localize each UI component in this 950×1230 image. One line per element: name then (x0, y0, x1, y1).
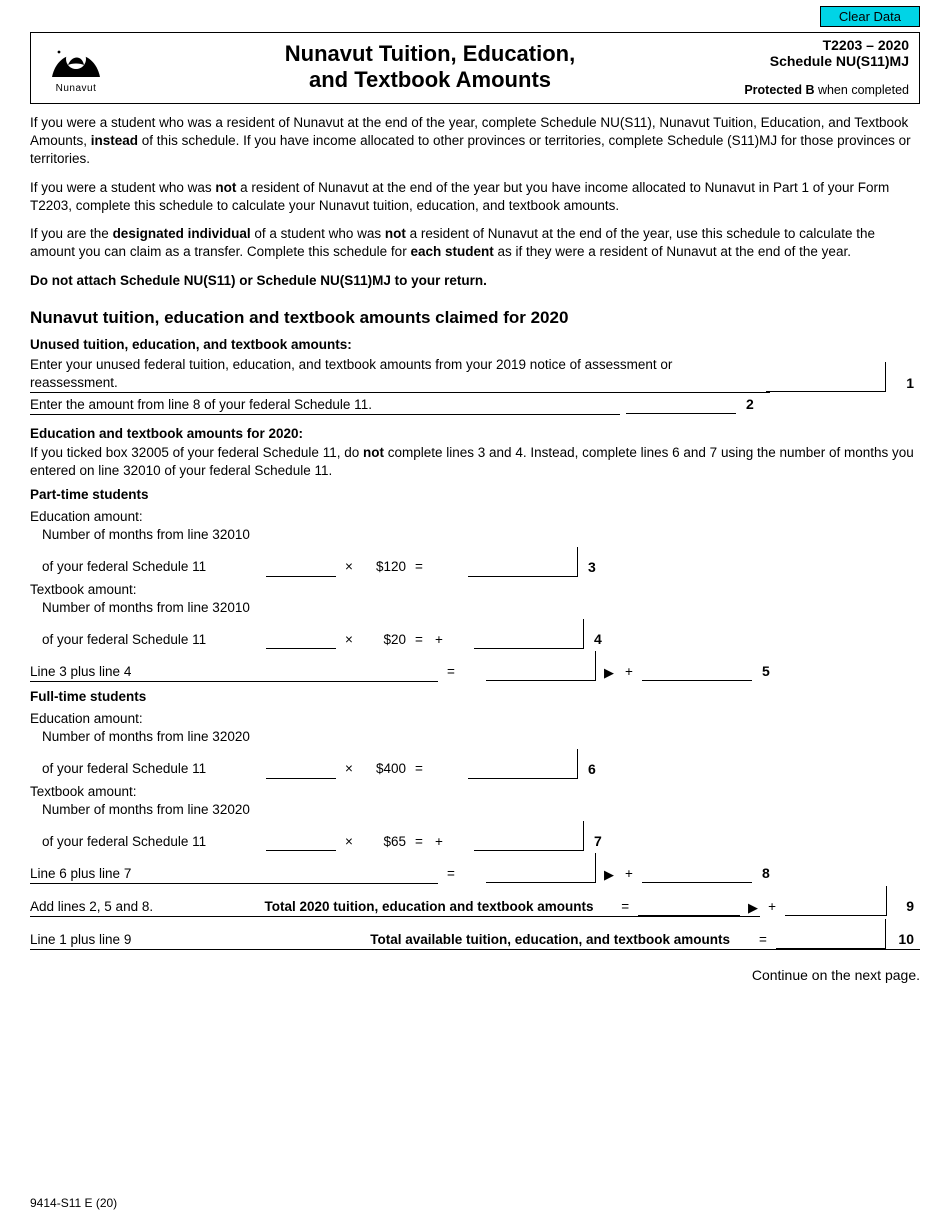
eq-op-7: = (412, 833, 426, 851)
unused-heading: Unused tuition, education, and textbook … (30, 336, 920, 354)
eq-op-9a: = (619, 898, 632, 916)
line5-label: Line 3 plus line 4 (30, 663, 438, 681)
fulltime-heading: Full-time students (30, 688, 920, 706)
nunavut-logo: Nunavut (41, 37, 111, 94)
ft-tb-months-b: of your federal Schedule 11 (30, 833, 260, 851)
rate7: $65 (362, 833, 406, 851)
line3-months[interactable] (266, 559, 336, 577)
ft-tb-label: Textbook amount: (30, 783, 920, 801)
line4-number: 4 (590, 630, 608, 649)
intro-p4: Do not attach Schedule NU(S11) or Schedu… (30, 272, 920, 290)
line2-amount[interactable] (626, 396, 736, 414)
line6-months[interactable] (266, 761, 336, 779)
plus-op-4: + (432, 631, 446, 649)
parttime-heading: Part-time students (30, 486, 920, 504)
pt-tb-label: Textbook amount: (30, 581, 920, 599)
rate3: $120 (362, 558, 406, 576)
line7-number: 7 (590, 832, 608, 851)
pt-months-a: Number of months from line 32010 (30, 526, 920, 544)
line9-add-label: Add lines 2, 5 and 8. (30, 898, 208, 916)
times-op-7: × (342, 833, 356, 851)
line1-number: 1 (892, 374, 914, 393)
line3-amount[interactable] (468, 547, 578, 577)
form-number: T2203 – 2020 (744, 37, 909, 53)
times-op-4: × (342, 631, 356, 649)
arrow-8: ▶ (602, 866, 616, 884)
line8-label: Line 6 plus line 7 (30, 865, 438, 883)
ft-months-b: of your federal Schedule 11 (30, 760, 260, 778)
protected-b: Protected B (744, 83, 814, 97)
edu2020-text: If you ticked box 32005 of your federal … (30, 445, 914, 478)
title-line1: Nunavut Tuition, Education, (285, 41, 575, 66)
section-heading: Nunavut tuition, education and textbook … (30, 308, 920, 328)
schedule-code: Schedule NU(S11)MJ (744, 53, 909, 69)
line7-amount[interactable] (474, 821, 584, 851)
eq-op-6: = (412, 760, 426, 778)
continue-text: Continue on the next page. (30, 966, 920, 985)
eq-op-3: = (412, 558, 426, 576)
rate4: $20 (362, 631, 406, 649)
intro-p2: If you were a student who was not a resi… (30, 179, 920, 215)
line4-months[interactable] (266, 631, 336, 649)
arrow-5: ▶ (602, 664, 616, 682)
plus-op-9: + (766, 898, 779, 916)
intro-p3: If you are the designated individual of … (30, 225, 920, 261)
line2-label: Enter the amount from line 8 of your fed… (30, 396, 620, 414)
eq-op-4: = (412, 631, 426, 649)
arrow-9: ▶ (746, 899, 759, 917)
line7-months[interactable] (266, 833, 336, 851)
line9-amount-left[interactable] (638, 898, 741, 916)
line9-number: 9 (893, 897, 914, 916)
protected-label: Protected B when completed (744, 83, 909, 97)
line8-number: 8 (758, 864, 776, 883)
eq-op-10: = (756, 931, 770, 949)
pt-tb-months-b: of your federal Schedule 11 (30, 631, 260, 649)
line6-number: 6 (584, 760, 602, 779)
line8-amount-left[interactable] (486, 853, 596, 883)
line5-number: 5 (758, 662, 776, 681)
line10-amount[interactable] (776, 919, 886, 949)
unused-text: Enter your unused federal tuition, educa… (30, 356, 760, 392)
line10-label: Line 1 plus line 9 (30, 931, 190, 949)
eq-op-5a: = (444, 663, 458, 681)
line3-number: 3 (584, 558, 602, 577)
ft-months-a: Number of months from line 32020 (30, 728, 920, 746)
rate6: $400 (362, 760, 406, 778)
plus-op-8: + (622, 865, 636, 883)
line9-bold: Total 2020 tuition, education and textbo… (264, 899, 593, 914)
pt-edu-label: Education amount: (30, 508, 920, 526)
intro-text: If you were a student who was a resident… (30, 114, 920, 290)
line1-amount[interactable] (766, 362, 886, 392)
page-title: Nunavut Tuition, Education, and Textbook… (131, 41, 729, 94)
plus-op-7: + (432, 833, 446, 851)
line5-amount-right[interactable] (642, 663, 752, 681)
line9-amount-right[interactable] (785, 886, 888, 916)
logo-caption: Nunavut (41, 83, 111, 94)
protected-suffix: when completed (814, 83, 909, 97)
pt-months-b: of your federal Schedule 11 (30, 558, 260, 576)
pt-tb-months-a: Number of months from line 32010 (30, 599, 920, 617)
intro-p1: If you were a student who was a resident… (30, 114, 920, 169)
line2-number: 2 (742, 395, 760, 414)
line5-amount-left[interactable] (486, 651, 596, 681)
line10-number: 10 (892, 930, 914, 949)
header-box: Nunavut Nunavut Tuition, Education, and … (30, 32, 920, 104)
line10-bold: Total available tuition, education, and … (370, 932, 730, 947)
ft-tb-months-a: Number of months from line 32020 (30, 801, 920, 819)
form-meta: T2203 – 2020 Schedule NU(S11)MJ Protecte… (744, 37, 909, 97)
line8-amount-right[interactable] (642, 865, 752, 883)
title-line2: and Textbook Amounts (309, 67, 551, 92)
footer-code: 9414-S11 E (20) (30, 1196, 117, 1210)
plus-op-5: + (622, 663, 636, 681)
line6-amount[interactable] (468, 749, 578, 779)
line4-amount[interactable] (474, 619, 584, 649)
edu2020-heading: Education and textbook amounts for 2020: (30, 426, 303, 441)
times-op-6: × (342, 760, 356, 778)
ft-edu-label: Education amount: (30, 710, 920, 728)
clear-data-button[interactable]: Clear Data (820, 6, 920, 27)
eq-op-8a: = (444, 865, 458, 883)
times-op-3: × (342, 558, 356, 576)
